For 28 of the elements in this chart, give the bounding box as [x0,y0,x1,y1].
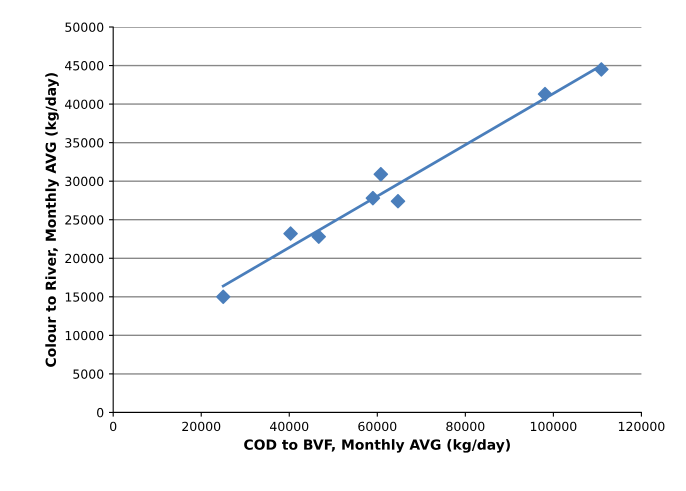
x-tick-label: 100000 [530,422,576,432]
point [374,166,388,182]
y-axis-title: Colour to River, Monthly AVG (kg/day) [45,73,59,367]
y-tick-label: 35000 [65,138,104,148]
y-tick-label: 30000 [65,176,104,186]
y-tick-label: 15000 [66,292,104,302]
x-tick-label: 120000 [618,422,664,432]
x-tick-label: 40000 [270,422,308,432]
y-tick-label: 5000 [73,369,104,379]
point [538,86,552,102]
x-tick-label: 60000 [358,422,396,432]
point [216,290,231,304]
x-tick-label: 20000 [182,422,220,432]
point [283,226,298,241]
y-tick-label: 0 [97,408,104,418]
x-tick-label: 80000 [446,422,484,432]
x-axis-title: COD to BVF, Monthly AVG (kg/day) [244,439,510,453]
y-tick-label: 10000 [66,330,104,340]
point [594,62,609,77]
point [366,190,380,206]
y-tick-label: 50000 [65,22,104,32]
y-tick-label: 20000 [65,254,104,264]
y-tick-label: 40000 [65,100,104,110]
point [311,229,326,244]
y-tick-label: 25000 [65,215,104,225]
x-tick-label: 0 [110,422,116,432]
y-tick-label: 45000 [65,61,104,70]
point [390,194,406,209]
